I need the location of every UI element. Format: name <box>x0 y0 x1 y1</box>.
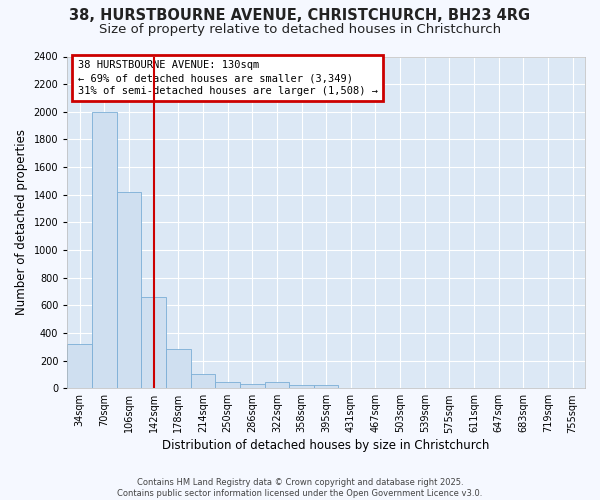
Bar <box>265 382 289 388</box>
Bar <box>191 374 215 388</box>
Text: 38, HURSTBOURNE AVENUE, CHRISTCHURCH, BH23 4RG: 38, HURSTBOURNE AVENUE, CHRISTCHURCH, BH… <box>70 8 530 22</box>
Text: 38 HURSTBOURNE AVENUE: 130sqm
← 69% of detached houses are smaller (3,349)
31% o: 38 HURSTBOURNE AVENUE: 130sqm ← 69% of d… <box>77 60 377 96</box>
Bar <box>116 192 141 388</box>
Bar <box>166 350 191 388</box>
X-axis label: Distribution of detached houses by size in Christchurch: Distribution of detached houses by size … <box>163 440 490 452</box>
Bar <box>215 382 240 388</box>
Bar <box>314 386 338 388</box>
Text: Size of property relative to detached houses in Christchurch: Size of property relative to detached ho… <box>99 22 501 36</box>
Bar <box>240 384 265 388</box>
Bar <box>141 297 166 388</box>
Text: Contains HM Land Registry data © Crown copyright and database right 2025.
Contai: Contains HM Land Registry data © Crown c… <box>118 478 482 498</box>
Bar <box>289 384 314 388</box>
Bar <box>92 112 116 388</box>
Y-axis label: Number of detached properties: Number of detached properties <box>15 130 28 316</box>
Bar <box>67 344 92 388</box>
